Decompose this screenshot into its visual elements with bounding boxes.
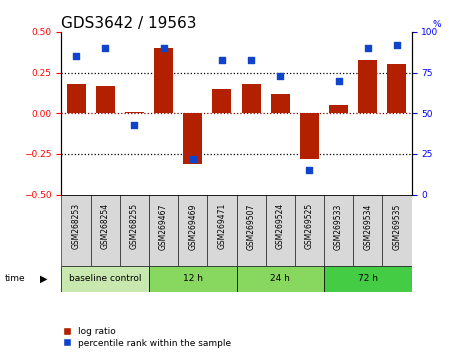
Bar xyxy=(178,195,207,266)
Text: GSM269469: GSM269469 xyxy=(188,203,197,250)
Point xyxy=(131,122,138,127)
Bar xyxy=(207,195,236,266)
Bar xyxy=(295,195,324,266)
Bar xyxy=(212,89,231,113)
Bar xyxy=(67,84,86,113)
Bar xyxy=(120,195,149,266)
Bar xyxy=(266,195,295,266)
Point xyxy=(160,45,167,51)
Text: GSM268255: GSM268255 xyxy=(130,203,139,249)
Bar xyxy=(149,195,178,266)
Text: GSM269533: GSM269533 xyxy=(334,203,343,250)
Bar xyxy=(242,84,261,113)
Bar xyxy=(91,195,120,266)
Text: 72 h: 72 h xyxy=(358,274,378,283)
Bar xyxy=(387,64,406,113)
Bar xyxy=(358,59,377,113)
Text: ▶: ▶ xyxy=(40,274,48,284)
Text: baseline control: baseline control xyxy=(69,274,141,283)
Text: GDS3642 / 19563: GDS3642 / 19563 xyxy=(61,16,197,31)
Bar xyxy=(236,266,324,292)
Bar xyxy=(382,195,412,266)
Bar xyxy=(324,195,353,266)
Text: GSM269525: GSM269525 xyxy=(305,203,314,250)
Bar xyxy=(324,266,412,292)
Text: 24 h: 24 h xyxy=(270,274,290,283)
Text: GSM269524: GSM269524 xyxy=(276,203,285,250)
Bar xyxy=(154,48,173,113)
Text: GSM269471: GSM269471 xyxy=(218,203,227,250)
Bar xyxy=(183,113,202,164)
Bar xyxy=(125,112,144,113)
Bar xyxy=(300,113,319,159)
Bar xyxy=(353,195,382,266)
Point xyxy=(101,45,109,51)
Point xyxy=(306,167,313,173)
Bar xyxy=(96,86,115,113)
Legend: log ratio, percentile rank within the sample: log ratio, percentile rank within the sa… xyxy=(61,325,232,349)
Text: %: % xyxy=(432,19,441,29)
Text: GSM268253: GSM268253 xyxy=(71,203,80,249)
Point xyxy=(276,73,284,79)
Text: GSM269467: GSM269467 xyxy=(159,203,168,250)
Point xyxy=(335,78,342,84)
Text: GSM269534: GSM269534 xyxy=(363,203,372,250)
Bar xyxy=(61,195,91,266)
Point xyxy=(218,57,226,62)
Text: GSM269535: GSM269535 xyxy=(393,203,402,250)
Text: 12 h: 12 h xyxy=(183,274,203,283)
Bar xyxy=(271,94,290,113)
Bar xyxy=(149,266,236,292)
Text: time: time xyxy=(5,274,26,283)
Point xyxy=(72,53,80,59)
Point xyxy=(364,45,372,51)
Bar xyxy=(329,105,348,113)
Bar xyxy=(236,195,266,266)
Point xyxy=(189,156,197,162)
Text: GSM269507: GSM269507 xyxy=(246,203,255,250)
Text: GSM268254: GSM268254 xyxy=(101,203,110,249)
Point xyxy=(393,42,401,48)
Bar xyxy=(61,266,149,292)
Point xyxy=(247,57,255,62)
